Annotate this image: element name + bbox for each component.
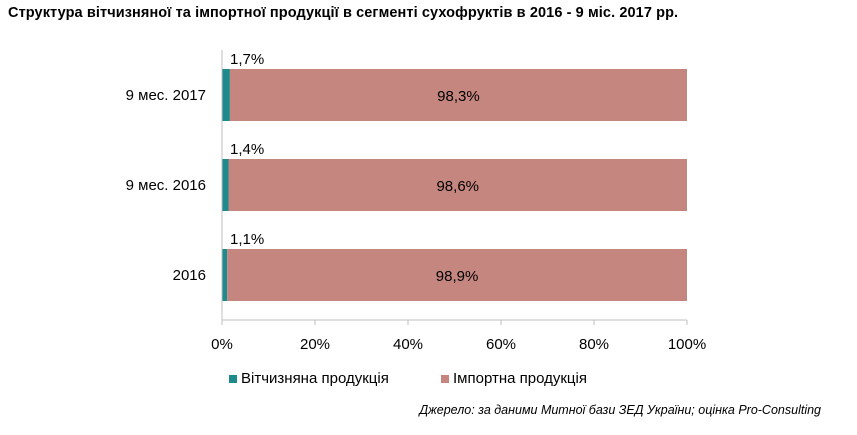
source-note: Джерело: за даними Митної бази ЗЕД Украї…	[419, 403, 821, 417]
legend-item-domestic: Вітчизняна продукція	[229, 370, 389, 387]
bar-domestic-2	[222, 249, 228, 301]
legend-swatch-domestic	[229, 374, 237, 383]
data-label-domestic: 1,1%	[230, 231, 264, 248]
chart-title: Структура вітчизняної та імпортної проду…	[8, 5, 679, 21]
legend-swatch-import	[441, 374, 449, 383]
bar-import-2	[227, 249, 688, 301]
data-label-import: 98,9%	[436, 268, 479, 285]
data-label-import: 98,3%	[437, 88, 480, 105]
x-tick-label: 80%	[579, 336, 609, 353]
legend-label-domestic: Вітчизняна продукція	[241, 370, 389, 387]
category-label: 9 мес. 2016	[126, 177, 206, 194]
bar-domestic-1	[222, 159, 229, 211]
x-tick-label: 20%	[300, 336, 330, 353]
data-label-domestic: 1,4%	[230, 141, 264, 158]
legend-item-import: Імпортна продукція	[441, 370, 587, 387]
x-tick-label: 40%	[393, 336, 423, 353]
category-label: 2016	[173, 267, 206, 284]
data-label-domestic: 1,7%	[230, 51, 264, 68]
x-tick-label: 0%	[211, 336, 233, 353]
x-tick-label: 60%	[486, 336, 516, 353]
bar-import-1	[228, 159, 687, 211]
bar-import-0	[229, 69, 687, 121]
x-tick-label: 100%	[668, 336, 706, 353]
legend-label-import: Імпортна продукція	[453, 370, 587, 387]
data-label-import: 98,6%	[436, 178, 479, 195]
category-label: 9 мес. 2017	[126, 87, 206, 104]
bar-domestic-0	[222, 69, 230, 121]
